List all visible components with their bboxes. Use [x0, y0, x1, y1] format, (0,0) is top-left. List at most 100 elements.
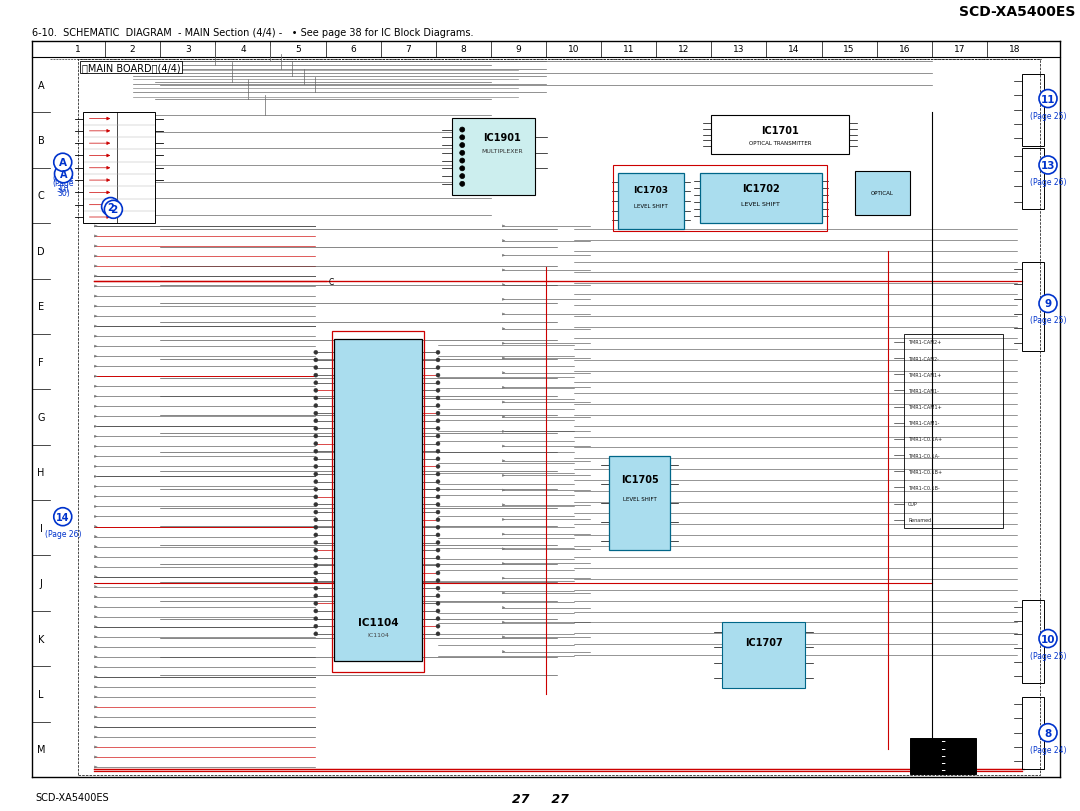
Text: 17: 17 — [954, 45, 966, 54]
Text: 9: 9 — [515, 45, 522, 54]
Text: H: H — [38, 468, 44, 478]
Circle shape — [436, 503, 440, 507]
Text: TMR1-CAN2-: TMR1-CAN2- — [908, 356, 940, 361]
Circle shape — [54, 165, 72, 183]
Circle shape — [436, 632, 440, 636]
Text: 14: 14 — [788, 45, 799, 54]
Text: TMR1-C0.1A+: TMR1-C0.1A+ — [908, 437, 943, 442]
Circle shape — [436, 548, 440, 552]
Text: 18: 18 — [1009, 45, 1021, 54]
Circle shape — [436, 496, 440, 500]
Circle shape — [1039, 295, 1057, 313]
Circle shape — [314, 435, 318, 439]
Text: 15: 15 — [843, 45, 855, 54]
Text: OPTICAL TRANSMITTER: OPTICAL TRANSMITTER — [748, 140, 811, 146]
Circle shape — [314, 564, 318, 568]
Circle shape — [314, 374, 318, 378]
Text: TMR1-C0.1B-: TMR1-C0.1B- — [908, 485, 940, 491]
Circle shape — [314, 602, 318, 606]
Text: K: K — [38, 633, 44, 644]
Text: D: D — [37, 247, 44, 256]
Text: IC1707: IC1707 — [745, 637, 783, 647]
Bar — [1022, 149, 1044, 210]
Bar — [334, 340, 422, 661]
Circle shape — [314, 358, 318, 363]
Text: IC1104: IC1104 — [367, 633, 389, 637]
Text: 13: 13 — [733, 45, 744, 54]
Circle shape — [1039, 157, 1057, 175]
Text: 10: 10 — [1041, 633, 1055, 644]
Circle shape — [314, 419, 318, 423]
Circle shape — [436, 624, 440, 629]
Text: E: E — [38, 302, 44, 312]
Circle shape — [314, 487, 318, 491]
Circle shape — [460, 151, 464, 157]
Circle shape — [314, 404, 318, 408]
Text: A: A — [59, 169, 67, 179]
Text: IC1703: IC1703 — [633, 187, 669, 195]
Text: (Page 25): (Page 25) — [1029, 111, 1066, 120]
Circle shape — [436, 427, 440, 431]
Text: IC1701: IC1701 — [761, 126, 799, 135]
Text: ━: ━ — [941, 747, 944, 752]
Text: A: A — [38, 80, 44, 91]
Text: A: A — [58, 158, 67, 168]
Text: 8: 8 — [1044, 727, 1052, 738]
Circle shape — [460, 182, 464, 187]
Circle shape — [436, 586, 440, 590]
Circle shape — [314, 534, 318, 537]
Circle shape — [314, 579, 318, 583]
Text: IC1901: IC1901 — [483, 133, 521, 143]
Circle shape — [436, 465, 440, 469]
Circle shape — [460, 144, 464, 148]
Circle shape — [314, 586, 318, 590]
Circle shape — [436, 518, 440, 522]
Circle shape — [460, 166, 464, 172]
Text: 2: 2 — [107, 202, 114, 212]
Text: TMR1-CAM1+: TMR1-CAM1+ — [908, 405, 942, 410]
Text: (Page 25): (Page 25) — [1029, 316, 1066, 325]
Bar — [1022, 697, 1044, 769]
Bar — [83, 114, 154, 224]
Bar — [1022, 600, 1044, 683]
Circle shape — [436, 397, 440, 401]
Text: (Page
30): (Page 30) — [52, 174, 73, 193]
Text: OPTICAL: OPTICAL — [870, 191, 893, 196]
Circle shape — [314, 351, 318, 355]
Text: (Page 25): (Page 25) — [1029, 650, 1066, 659]
Circle shape — [1039, 723, 1057, 742]
Circle shape — [314, 548, 318, 552]
Text: (Page 24): (Page 24) — [1029, 744, 1066, 753]
Text: MULTIPLEXER: MULTIPLEXER — [481, 148, 523, 154]
Circle shape — [436, 617, 440, 621]
Circle shape — [54, 154, 71, 172]
Circle shape — [314, 480, 318, 484]
Text: 11: 11 — [623, 45, 634, 54]
Circle shape — [314, 388, 318, 393]
Circle shape — [436, 366, 440, 370]
Circle shape — [436, 526, 440, 530]
Text: IC1702: IC1702 — [742, 184, 780, 194]
Text: TMR1-CAM1-: TMR1-CAM1- — [908, 421, 940, 426]
Circle shape — [314, 617, 318, 621]
Circle shape — [436, 556, 440, 560]
Text: 「MAIN BOARD」(4/4): 「MAIN BOARD」(4/4) — [82, 63, 180, 73]
Circle shape — [436, 473, 440, 476]
Text: ━: ━ — [941, 761, 944, 766]
Text: 4: 4 — [240, 45, 246, 54]
Text: 10: 10 — [568, 45, 579, 54]
Circle shape — [436, 435, 440, 439]
Circle shape — [460, 135, 464, 140]
Text: ━: ━ — [941, 753, 944, 759]
Circle shape — [314, 473, 318, 476]
Text: CUP: CUP — [908, 501, 918, 506]
Text: 12: 12 — [678, 45, 689, 54]
Bar — [712, 116, 849, 155]
Circle shape — [436, 579, 440, 583]
Circle shape — [314, 366, 318, 370]
Text: 27     27: 27 27 — [512, 792, 568, 805]
Text: TMR1-CAN2+: TMR1-CAN2+ — [908, 340, 942, 345]
Text: J: J — [40, 578, 42, 589]
Bar — [332, 332, 424, 672]
Text: 3: 3 — [185, 45, 191, 54]
